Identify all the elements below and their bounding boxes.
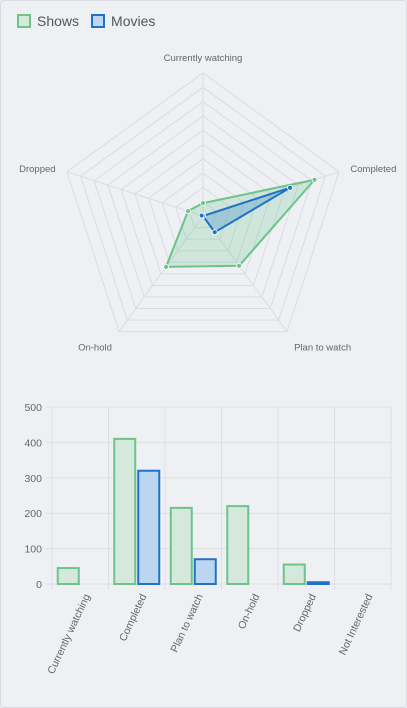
bar-ytick-label: 400 — [24, 437, 42, 449]
bar-xtick-label-dropped: Dropped — [291, 592, 319, 634]
legend-swatch-shows — [17, 14, 31, 28]
radar-grid-ring — [66, 72, 340, 333]
bar-shows-dropped — [282, 563, 306, 586]
radar-axis-line — [118, 215, 204, 332]
bar-shows-completed — [113, 437, 137, 585]
bar-ytick-label: 0 — [36, 579, 42, 591]
bar-xtick-label-not-interested: Not Interested — [337, 592, 376, 657]
bar-ytick-label: 300 — [24, 473, 42, 485]
bar-ytick-label: 500 — [24, 402, 42, 414]
radar-grid-ring — [175, 186, 231, 240]
bar-xtick-label-plan-to-watch: Plan to watch — [168, 592, 206, 654]
bar-ytick-label: 200 — [24, 508, 42, 520]
radar-point-shows-currently-watching — [200, 200, 206, 207]
radar-label-plan-to-watch: Plan to watch — [294, 342, 351, 353]
radar-point-movies-dropped — [198, 212, 205, 219]
radar-label-dropped: Dropped — [19, 164, 55, 175]
radar-label-completed: Completed — [350, 164, 396, 175]
radar-axis-line — [202, 215, 288, 332]
radar-point-shows-dropped — [185, 208, 191, 215]
bar-shows-plan-to-watch — [169, 506, 193, 586]
legend-swatch-movies — [91, 14, 106, 28]
radar-axis-line — [66, 171, 204, 217]
radar-grid-ring — [134, 143, 272, 275]
bar-movies-dropped — [306, 581, 330, 585]
bar-shows-on-hold — [226, 505, 250, 585]
radar-grid-ring — [80, 86, 326, 321]
bar-xtick-label-completed: Completed — [117, 592, 149, 643]
radar-grid-ring — [120, 129, 286, 286]
radar-grid-ring — [93, 100, 313, 310]
radar-chart: Currently watching Completed Plan to watch… — [19, 53, 396, 353]
radar-point-movies-plan-to-watch — [211, 229, 218, 236]
legend-label-shows: Shows — [37, 13, 80, 29]
radar-grid-ring — [107, 115, 299, 298]
bar-ytick-label: 100 — [24, 544, 42, 556]
radar-grid-ring — [148, 158, 258, 263]
legend: Shows Movies — [17, 13, 167, 29]
legend-label-movies: Movies — [111, 13, 156, 29]
bar-movies-completed — [137, 469, 161, 585]
radar-point-shows-on-hold — [163, 264, 169, 270]
radar-label-on-hold: On-hold — [78, 342, 112, 353]
radar-point-shows-completed — [311, 176, 318, 183]
radar-grid-ring — [161, 172, 245, 252]
bar-movies-plan-to-watch — [193, 558, 217, 585]
bar-xtick-label-currently-watching: Currently watching — [45, 592, 93, 676]
bar-shows-currently-watching — [56, 567, 80, 586]
bar-xtick-label-on-hold: On-hold — [236, 592, 263, 631]
radar-point-movies-completed — [287, 184, 293, 191]
radar-point-shows-plan-to-watch — [236, 262, 243, 269]
legend-item-movies[interactable]: Movies — [91, 13, 155, 29]
radar-label-currently-watching: Currently watching — [164, 53, 243, 64]
legend-item-shows[interactable]: Shows — [17, 13, 79, 29]
